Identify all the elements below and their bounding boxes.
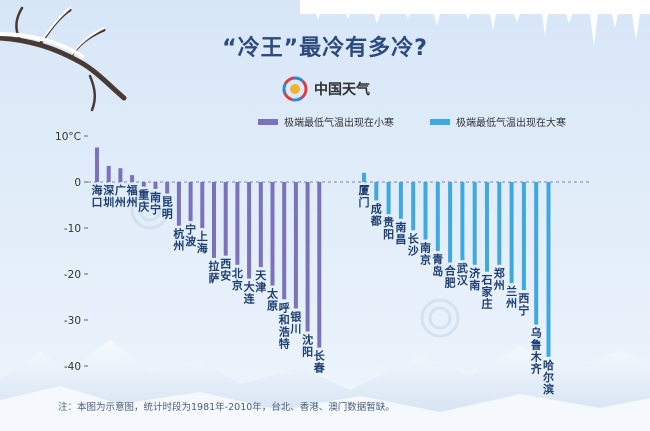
bar-广州: [118, 168, 123, 182]
snow-mountains: [0, 340, 650, 431]
bar-重庆: [141, 182, 146, 187]
legend-label: 极端最低气温出现在大寒: [456, 118, 566, 129]
category-label-南昌: 南昌: [395, 220, 406, 246]
legend-label: 极端最低气温出现在小寒: [284, 118, 394, 129]
y-tick-label: 0: [74, 177, 81, 189]
icicles: [300, 0, 650, 46]
brand: 中国天气: [282, 76, 370, 102]
bar-深圳: [106, 165, 111, 182]
category-label-北京: 北京: [232, 266, 243, 292]
bar-南昌: [398, 182, 403, 219]
bar-合肥: [448, 182, 453, 263]
bar-青岛: [435, 182, 440, 251]
category-label-拉萨: 拉萨: [209, 259, 220, 285]
bar-西安: [223, 182, 228, 256]
bar-福州: [130, 175, 135, 182]
category-label-昆明: 昆明: [162, 196, 173, 221]
bar-宁波: [188, 182, 193, 222]
bar-沈阳: [305, 182, 310, 332]
category-label-长春: 长春: [314, 349, 326, 375]
bar-海口: [95, 147, 99, 182]
bar-兰州: [509, 182, 514, 284]
bar-长沙: [411, 182, 416, 231]
china-weather-logo-icon: [282, 76, 308, 102]
bar-昆明: [165, 182, 170, 194]
bar-南京: [423, 182, 428, 240]
category-label-合肥: 合肥: [445, 264, 457, 290]
category-label-乌鲁木齐: 乌鲁木齐: [530, 326, 543, 376]
bar-长春: [317, 182, 322, 348]
legend-item-xiaohan: 极端最低气温出现在小寒: [258, 114, 394, 129]
bar-银川: [293, 182, 298, 309]
legend-item-dahan: 极端最低气温出现在大寒: [430, 114, 566, 129]
bar-郑州: [497, 182, 502, 265]
bar-哈尔滨: [546, 182, 551, 357]
category-label-兰州: 兰州: [505, 284, 517, 310]
snowy-branch-icon: [0, 6, 127, 112]
category-label-重庆: 重庆: [137, 188, 149, 214]
y-tick-label: 10°C: [55, 131, 81, 143]
category-label-南京: 南京: [420, 241, 431, 267]
bar-天津: [258, 182, 263, 268]
category-label-上海: 上海: [197, 229, 208, 255]
category-label-杭州: 杭州: [172, 227, 184, 253]
bar-拉萨: [212, 182, 216, 258]
category-label-深圳: 深圳: [103, 183, 114, 209]
category-label-济南: 济南: [469, 266, 481, 292]
bar-南宁: [153, 182, 158, 189]
footnote: 注：本图为示意图，统计时段为1981年-2010年，台北、香港、澳门数据暂缺。: [58, 402, 395, 413]
category-label-青岛: 青岛: [432, 252, 443, 278]
y-tick-label: -10: [64, 223, 81, 235]
bar-杭州: [176, 182, 181, 226]
category-label-武汉: 武汉: [457, 261, 469, 287]
bar-太原: [270, 182, 275, 286]
bar-北京: [235, 182, 240, 265]
y-tick-label: -30: [64, 315, 81, 327]
category-label-太原: 太原: [266, 287, 279, 313]
bar-贵阳: [386, 182, 391, 215]
bar-呼和浩特: [282, 182, 287, 300]
category-label-厦门: 厦门: [359, 184, 371, 209]
category-label-福州: 福州: [126, 183, 138, 209]
watermark-icon: [130, 190, 460, 338]
y-tick-label: -40: [64, 361, 81, 373]
legend-swatch: [258, 118, 278, 125]
bar-上海: [200, 182, 205, 228]
category-label-海口: 海口: [92, 183, 103, 209]
category-label-大连: 大连: [244, 280, 256, 306]
y-tick-label: -20: [64, 269, 81, 281]
category-label-广州: 广州: [114, 183, 126, 209]
bar-乌鲁木齐: [534, 182, 539, 325]
category-label-天津: 天津: [255, 269, 267, 294]
category-label-哈尔滨: 哈尔滨: [542, 358, 554, 396]
category-label-南宁: 南宁: [150, 190, 161, 216]
category-label-沈阳: 沈阳: [302, 333, 313, 359]
category-label-长沙: 长沙: [408, 231, 420, 257]
bar-成都: [374, 182, 379, 201]
category-label-银川: 银川: [289, 310, 302, 336]
bar-西宁: [521, 182, 526, 291]
bar-厦门: [362, 172, 366, 182]
category-label-成都: 成都: [370, 201, 382, 227]
bar-大连: [247, 182, 252, 279]
page-title: “冷王”最冷有多冷?: [222, 36, 428, 61]
category-label-西宁: 西宁: [518, 292, 529, 317]
legend-swatch: [430, 118, 450, 125]
bar-济南: [472, 182, 477, 265]
brand-name: 中国天气: [314, 82, 370, 98]
category-label-贵阳: 贵阳: [383, 215, 394, 241]
category-label-宁波: 宁波: [185, 222, 197, 248]
bar-石家庄: [485, 182, 489, 272]
category-label-郑州: 郑州: [493, 266, 505, 292]
bar-武汉: [460, 182, 465, 261]
category-label-呼和浩特: 呼和浩特: [279, 300, 290, 350]
category-label-石家庄: 石家庄: [481, 274, 494, 311]
category-label-西安: 西安: [220, 258, 231, 283]
